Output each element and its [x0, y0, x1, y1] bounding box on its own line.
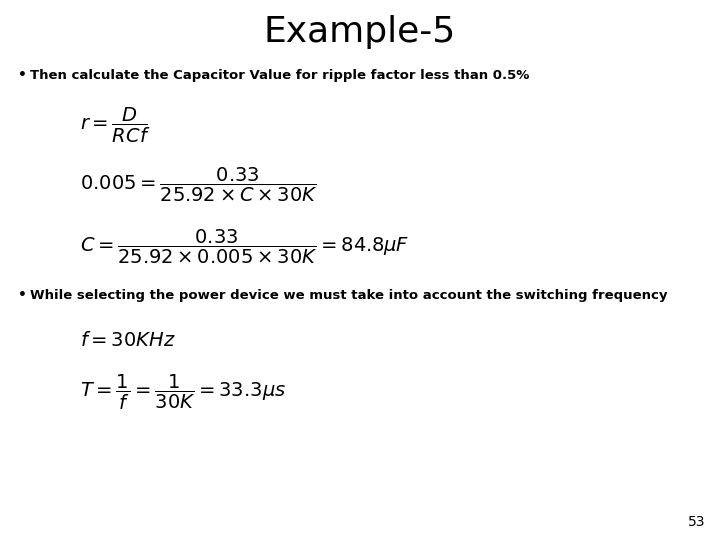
Text: $f = 30KHz$: $f = 30KHz$ — [80, 330, 176, 349]
Text: Then calculate the Capacitor Value for ripple factor less than 0.5%: Then calculate the Capacitor Value for r… — [30, 69, 529, 82]
Text: While selecting the power device we must take into account the switching frequen: While selecting the power device we must… — [30, 288, 667, 301]
Text: 53: 53 — [688, 515, 705, 529]
Text: $0.005 = \dfrac{0.33}{25.92 \times C \times 30K}$: $0.005 = \dfrac{0.33}{25.92 \times C \ti… — [80, 166, 318, 204]
Text: $C = \dfrac{0.33}{25.92 \times 0.005 \times 30K} = 84.8\mu F$: $C = \dfrac{0.33}{25.92 \times 0.005 \ti… — [80, 228, 410, 266]
Text: •: • — [18, 288, 27, 302]
Text: Example-5: Example-5 — [264, 15, 456, 49]
Text: $r = \dfrac{D}{RCf}$: $r = \dfrac{D}{RCf}$ — [80, 105, 150, 145]
Text: $T = \dfrac{1}{f} = \dfrac{1}{30K} = 33.3\mu s$: $T = \dfrac{1}{f} = \dfrac{1}{30K} = 33.… — [80, 373, 286, 411]
Text: •: • — [18, 68, 27, 82]
